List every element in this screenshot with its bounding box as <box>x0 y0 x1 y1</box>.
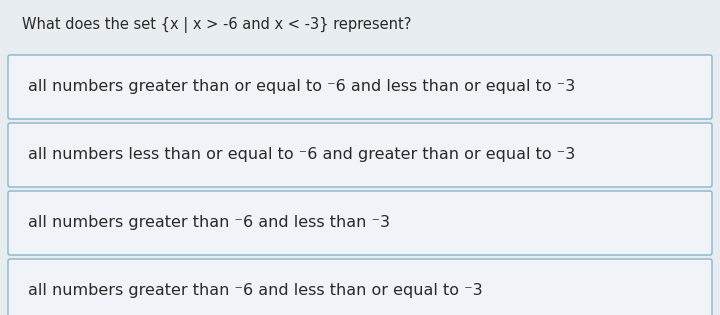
FancyBboxPatch shape <box>8 191 712 255</box>
Text: all numbers greater than or equal to ⁻6 and less than or equal to ⁻3: all numbers greater than or equal to ⁻6 … <box>28 79 575 94</box>
FancyBboxPatch shape <box>8 55 712 119</box>
Text: all numbers less than or equal to ⁻6 and greater than or equal to ⁻3: all numbers less than or equal to ⁻6 and… <box>28 147 575 163</box>
FancyBboxPatch shape <box>8 259 712 315</box>
FancyBboxPatch shape <box>8 123 712 187</box>
Text: all numbers greater than ⁻6 and less than or equal to ⁻3: all numbers greater than ⁻6 and less tha… <box>28 284 482 299</box>
Text: What does the set {x | x > -6 and x < -3} represent?: What does the set {x | x > -6 and x < -3… <box>22 17 411 33</box>
Text: all numbers greater than ⁻6 and less than ⁻3: all numbers greater than ⁻6 and less tha… <box>28 215 390 231</box>
